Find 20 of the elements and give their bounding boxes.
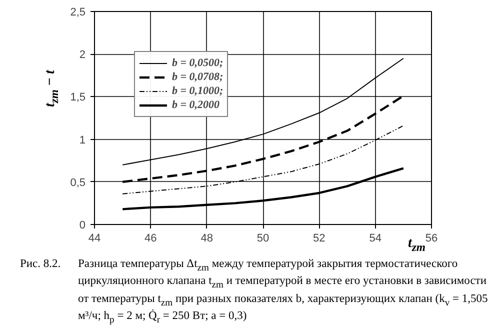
x-tick-label: 56 xyxy=(425,232,438,244)
y-tick-label: 2,5 xyxy=(70,6,86,18)
x-tick-label: 52 xyxy=(313,232,326,244)
x-tick-label: 50 xyxy=(256,232,270,244)
text: Разница температуры Δt$_{zm}$ между температурой закрытия термостатического циркуляционного клапана t$_{zm}$ и температурой в месте его установки в зависимости от температуры t$_{zm}$ при разных показателях b, характеризующих клапан (k$_{v}$ = 1,505 м³/ч; h$_{p}$ = 2 м; Q̇$_{r}$ = 250 Вт; a = 0,3) xyxy=(78,258,488,326)
legend-label: b = 0,0500; xyxy=(172,56,224,70)
y-tick-label: 1 xyxy=(79,134,86,146)
y-tick-label: 0 xyxy=(79,220,86,232)
x-axis-title: t$_{zm}$ xyxy=(408,235,426,256)
y-tick-label: 1,5 xyxy=(70,92,86,104)
y-tick-label: 0,5 xyxy=(70,176,86,189)
legend-label: b = 0,2000 xyxy=(172,98,220,112)
text: Рис. 8.2. xyxy=(20,257,62,272)
x-tick-label: 46 xyxy=(144,232,157,244)
x-tick-label: 48 xyxy=(200,232,213,244)
legend-label: b = 0,1000; xyxy=(172,84,224,98)
legend-label: b = 0,0708; xyxy=(172,70,224,84)
x-tick-label: 54 xyxy=(369,232,382,244)
x-tick-label: 44 xyxy=(88,232,101,244)
y-tick-label: 2 xyxy=(79,49,86,62)
